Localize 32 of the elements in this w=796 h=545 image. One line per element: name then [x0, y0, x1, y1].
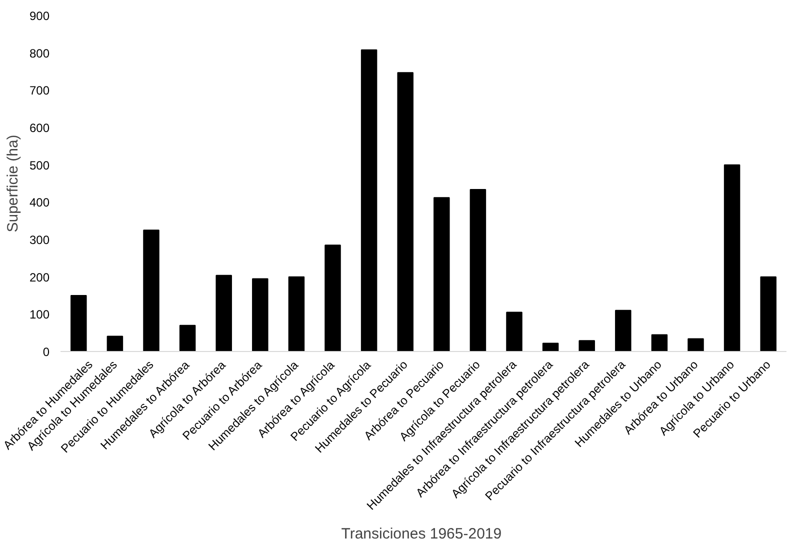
- bar: [70, 295, 87, 352]
- y-tick-label: 500: [29, 158, 50, 172]
- bar: [506, 312, 522, 352]
- bar: [542, 342, 559, 352]
- y-axis-title: Superficie (ha): [4, 134, 22, 232]
- y-tick-label: 700: [29, 84, 50, 98]
- bar: [434, 197, 450, 352]
- bar: [143, 230, 160, 352]
- y-tick-label: 300: [29, 233, 50, 247]
- y-tick-label: 100: [29, 308, 50, 322]
- y-tick-label: 800: [29, 46, 50, 60]
- bar: [760, 276, 776, 352]
- bar: [360, 49, 378, 352]
- bar: [179, 324, 196, 352]
- bar: [578, 340, 595, 352]
- bar: [397, 72, 414, 352]
- y-tick-label: 600: [29, 121, 50, 135]
- bar: [470, 188, 486, 352]
- y-tick-label: 400: [29, 196, 50, 210]
- bar: [615, 310, 632, 352]
- bar: [216, 274, 232, 352]
- y-tick-label: 200: [29, 270, 50, 284]
- bar: [252, 278, 268, 352]
- y-tick-label: 0: [42, 345, 50, 359]
- x-axis-title: Transiciones 1965-2019: [341, 526, 502, 543]
- bar: [288, 276, 305, 352]
- y-tick-label: 900: [29, 9, 50, 23]
- bar: [651, 334, 668, 352]
- bar: [688, 338, 704, 352]
- bar: [106, 336, 124, 352]
- bar: [324, 244, 341, 352]
- bar: [724, 164, 740, 352]
